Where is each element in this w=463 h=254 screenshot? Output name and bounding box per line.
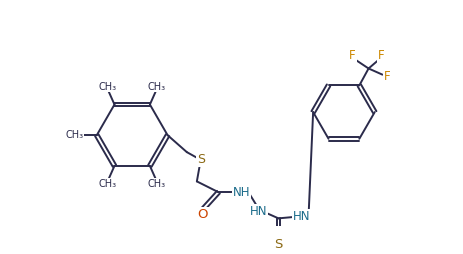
Text: F: F bbox=[384, 70, 390, 83]
Text: CH₃: CH₃ bbox=[99, 82, 117, 92]
Text: CH₃: CH₃ bbox=[148, 82, 166, 92]
Text: S: S bbox=[274, 238, 283, 251]
Text: CH₃: CH₃ bbox=[99, 179, 117, 188]
Text: F: F bbox=[378, 49, 385, 62]
Text: CH₃: CH₃ bbox=[65, 130, 83, 140]
Text: F: F bbox=[349, 49, 356, 62]
Text: S: S bbox=[197, 153, 205, 166]
Text: NH: NH bbox=[233, 186, 250, 199]
Text: CH₃: CH₃ bbox=[148, 179, 166, 188]
Text: O: O bbox=[197, 208, 207, 221]
Text: HN: HN bbox=[250, 205, 267, 218]
Text: HN: HN bbox=[293, 210, 310, 223]
